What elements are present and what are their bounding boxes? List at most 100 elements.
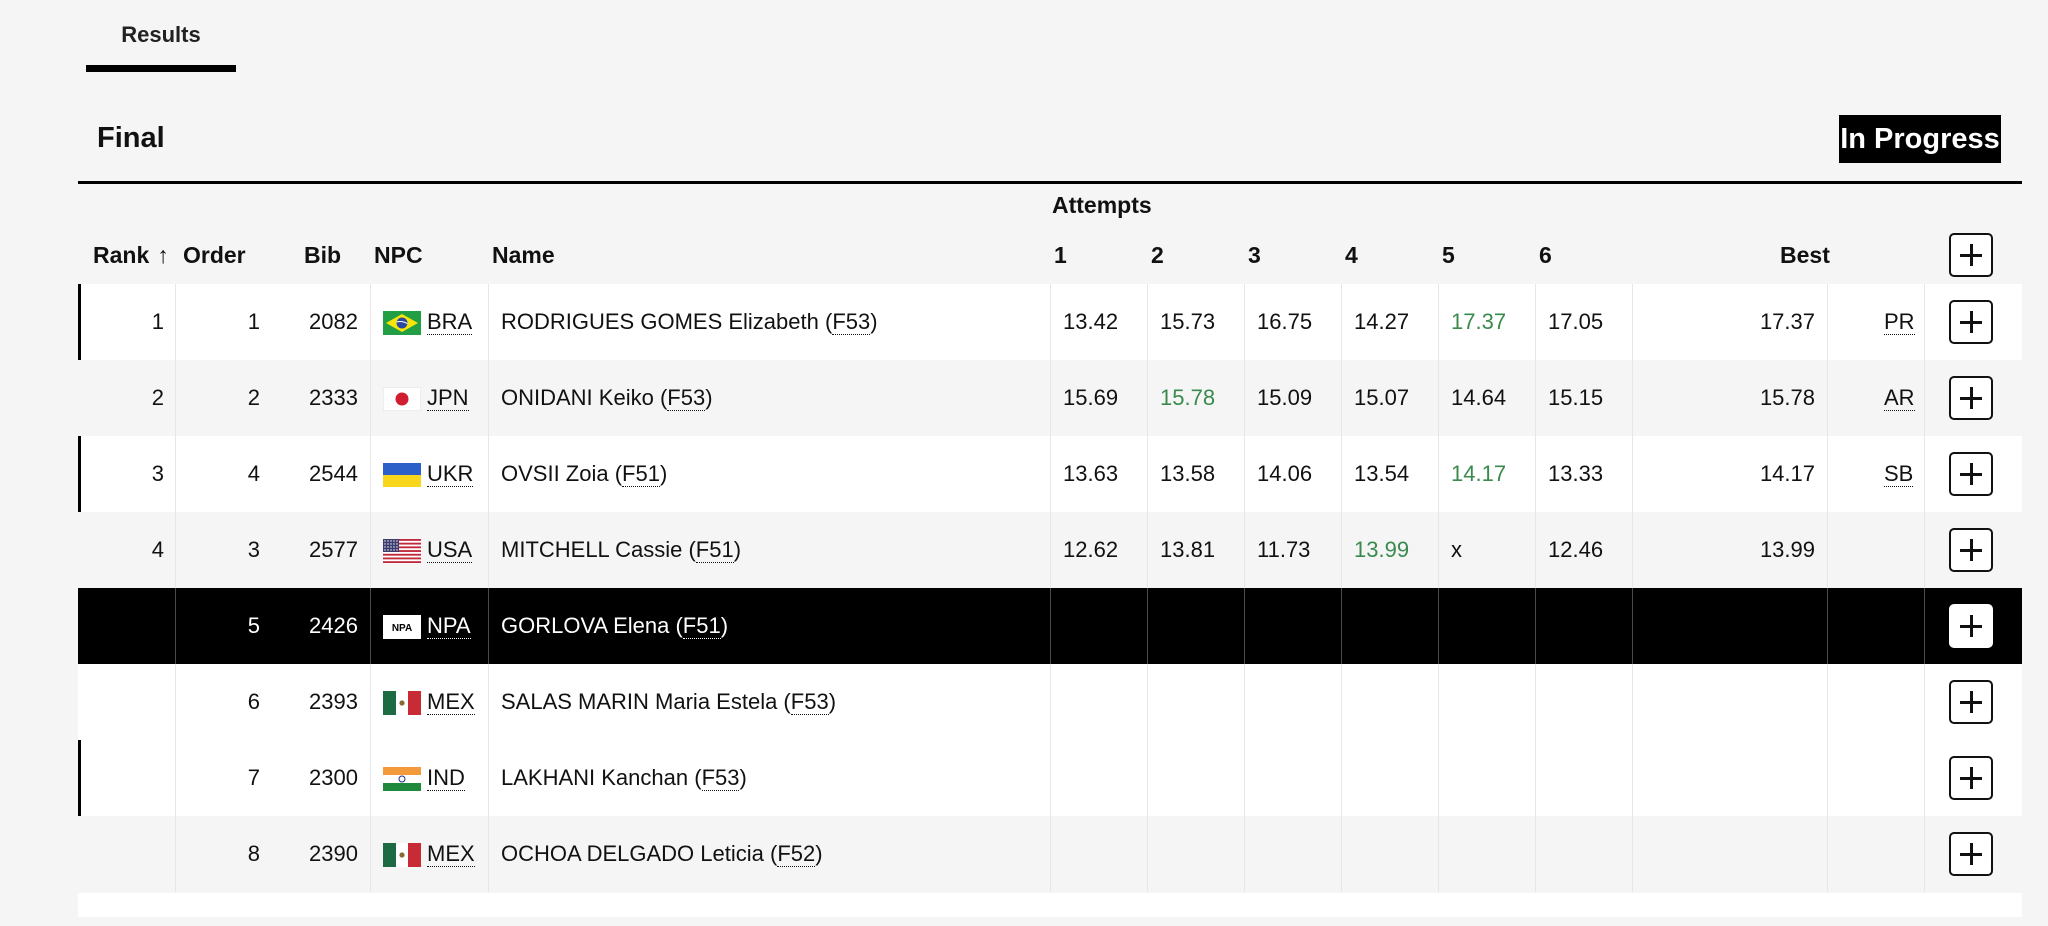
column-separator <box>1244 664 1245 740</box>
expand-row-button[interactable] <box>1949 832 1993 876</box>
attempt-3-cell: 11.73 <box>1257 537 1311 562</box>
column-separator <box>1535 512 1536 588</box>
sport-class[interactable]: F51 <box>682 613 721 639</box>
flag-icon-bra <box>383 311 421 335</box>
best-cell: 17.37 <box>1759 309 1815 334</box>
order-header[interactable]: Order <box>183 242 246 268</box>
best-cell <box>1718 816 1815 892</box>
column-separator <box>1341 740 1342 816</box>
record-badge[interactable]: PR <box>1884 309 1915 335</box>
rank-cell: 1 <box>151 309 164 334</box>
column-separator <box>1341 664 1342 740</box>
sport-class[interactable]: F51 <box>695 537 734 563</box>
npc-cell[interactable]: NPA <box>427 588 471 664</box>
npc-cell[interactable]: MEX <box>427 664 475 740</box>
row-accent-bar <box>78 284 81 360</box>
attempt-3-header: 3 <box>1248 242 1261 268</box>
npc-code[interactable]: MEX <box>427 689 475 715</box>
flag-icon-mex <box>383 691 421 715</box>
expand-row-button[interactable] <box>1949 756 1993 800</box>
athlete-name-cell: RODRIGUES GOMES Elizabeth (F53) <box>501 309 878 335</box>
npc-code[interactable]: NPA <box>427 613 471 639</box>
bib-header[interactable]: Bib <box>304 242 342 268</box>
sport-class[interactable]: F53 <box>667 385 706 411</box>
column-separator <box>370 816 371 892</box>
bib-cell: 2390 <box>309 841 358 866</box>
name-header[interactable]: Name <box>492 242 555 268</box>
column-separator <box>175 588 176 664</box>
flag-icon-ind <box>383 767 421 791</box>
npc-cell[interactable]: MEX <box>427 816 475 892</box>
column-separator <box>1147 664 1148 740</box>
attempt-6-cell: 15.15 <box>1548 385 1604 410</box>
sport-class[interactable]: F53 <box>832 309 871 335</box>
athlete-name: ONIDANI Keiko <box>501 385 654 410</box>
column-separator <box>1632 512 1633 588</box>
header-divider <box>78 181 2022 184</box>
attempt-4-cell: 14.27 <box>1354 309 1410 334</box>
flag-icon-usa <box>383 539 421 563</box>
attempt-1-cell: 12.62 <box>1063 537 1119 562</box>
bib-cell: 2426 <box>309 613 358 638</box>
expand-row-button[interactable] <box>1949 528 1993 572</box>
athlete-name-cell: OVSII Zoia (F51) <box>501 461 668 487</box>
npc-code[interactable]: UKR <box>427 461 474 487</box>
expand-all-button[interactable] <box>1949 233 1993 277</box>
best-cell <box>1718 588 1815 664</box>
npc-code[interactable]: USA <box>427 537 473 563</box>
attempt-2-cell: 13.58 <box>1160 461 1216 486</box>
expand-row-button[interactable] <box>1949 300 1993 344</box>
sport-class[interactable]: F53 <box>701 765 740 791</box>
npc-code[interactable]: MEX <box>427 841 475 867</box>
column-separator <box>1244 816 1245 892</box>
column-separator <box>1535 740 1536 816</box>
column-separator <box>1147 360 1148 436</box>
rank-cell: 3 <box>151 461 164 486</box>
table-row: 3 4 2544 UKR OVSII Zoia (F51) 13.63 13.58 14.06… <box>78 436 2022 512</box>
npc-code[interactable]: JPN <box>427 385 469 411</box>
npc-cell[interactable]: USA <box>427 512 473 588</box>
athlete-name-cell: GORLOVA Elena (F51) <box>501 613 729 639</box>
column-separator <box>370 284 371 360</box>
column-separator <box>175 816 176 892</box>
column-separator <box>370 436 371 512</box>
column-separator <box>1341 588 1342 664</box>
column-separator <box>1535 360 1536 436</box>
column-separator <box>1438 360 1439 436</box>
table-row: 6 2393 MEX SALAS MARIN Maria Estela (F53) <box>78 664 2022 740</box>
column-separator <box>1632 436 1633 512</box>
sport-class[interactable]: F51 <box>622 461 660 487</box>
column-separator <box>1438 436 1439 512</box>
tab-results[interactable]: Results <box>86 0 236 74</box>
npc-code[interactable]: BRA <box>427 309 473 335</box>
bib-cell: 2577 <box>309 537 358 562</box>
expand-row-button[interactable] <box>1949 604 1993 648</box>
npc-cell[interactable]: BRA <box>427 284 473 360</box>
best-header[interactable]: Best <box>1780 242 1830 268</box>
attempt-5-header: 5 <box>1442 242 1455 268</box>
npc-code[interactable]: IND <box>427 765 465 791</box>
npc-cell[interactable]: JPN <box>427 360 469 436</box>
record-badge[interactable]: SB <box>1884 461 1914 487</box>
expand-row-button[interactable] <box>1949 680 1993 724</box>
attempt-3-cell: 16.75 <box>1257 309 1313 334</box>
column-separator <box>488 588 489 664</box>
rank-header[interactable]: Rank ↑ <box>93 240 169 270</box>
sport-class[interactable]: F52 <box>777 841 816 867</box>
attempt-3-cell: 15.09 <box>1257 385 1313 410</box>
rank-cell <box>78 740 164 816</box>
npc-cell[interactable]: IND <box>427 740 465 816</box>
attempt-4-header: 4 <box>1345 242 1358 268</box>
best-cell: 15.78 <box>1759 385 1815 410</box>
attempt-6-cell: 12.46 <box>1548 537 1604 562</box>
athlete-name: LAKHANI Kanchan <box>501 765 689 790</box>
npc-cell[interactable]: UKR <box>427 436 474 512</box>
expand-row-button[interactable] <box>1949 452 1993 496</box>
npc-header[interactable]: NPC <box>374 242 423 268</box>
sport-class[interactable]: F53 <box>790 689 829 715</box>
expand-row-button[interactable] <box>1949 376 1993 420</box>
bib-cell: 2393 <box>309 689 358 714</box>
table-row: 8 2390 MEX OCHOA DELGADO Leticia (F52) <box>78 816 2022 892</box>
record-badge[interactable]: AR <box>1884 385 1915 411</box>
column-separator <box>1827 740 1828 816</box>
